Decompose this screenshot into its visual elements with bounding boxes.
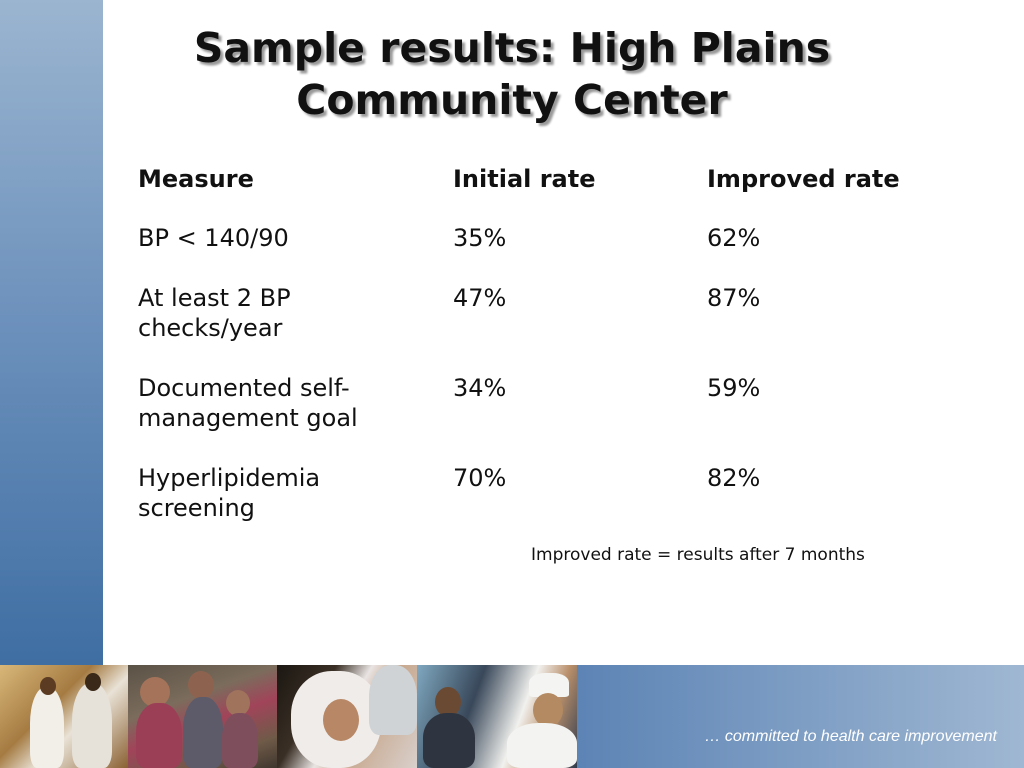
results-table: Measure Initial rate Improved rate BP < … [138, 163, 967, 553]
measure-text-cont: checks/year [138, 314, 283, 342]
measure-cell: BP < 140/90 [138, 223, 453, 283]
footer-photo-doctor-patient [417, 665, 577, 768]
improved-rate-cell: 82% [707, 464, 761, 492]
footer-tagline: … committed to health care improvement [704, 728, 997, 745]
table-row: Hyperlipidemia screening 70% 82% [138, 463, 967, 553]
header-measure: Measure [138, 165, 254, 193]
improved-rate-cell: 62% [707, 224, 761, 252]
footer-photo-corridor [0, 665, 128, 768]
measure-text: Documented self- [138, 374, 350, 402]
footer-photo-girl-reading [277, 665, 417, 768]
footer-photo-family [128, 665, 277, 768]
measure-cell: Hyperlipidemia screening [138, 463, 453, 553]
measure-text: At least 2 BP [138, 284, 291, 312]
side-decorative-bar [0, 0, 103, 665]
table-row: BP < 140/90 35% 62% [138, 223, 967, 283]
initial-rate-cell: 35% [453, 224, 507, 252]
initial-rate-cell: 34% [453, 374, 507, 402]
table-row: At least 2 BP checks/year 47% 87% [138, 283, 967, 373]
measure-cell: Documented self- management goal [138, 373, 453, 463]
slide-title: Sample results: High Plains Community Ce… [103, 22, 921, 126]
measure-text-cont: management goal [138, 404, 358, 432]
initial-rate-cell: 47% [453, 284, 507, 312]
measure-text-cont: screening [138, 494, 255, 522]
slide-title-line-2: Community Center [296, 76, 728, 124]
header-improved-rate: Improved rate [707, 165, 900, 193]
improved-rate-cell: 59% [707, 374, 761, 402]
measure-cell: At least 2 BP checks/year [138, 283, 453, 373]
footnote: Improved rate = results after 7 months [531, 545, 865, 565]
measure-text: BP < 140/90 [138, 224, 289, 252]
footer-band [0, 665, 1024, 768]
initial-rate-cell: 70% [453, 464, 507, 492]
improved-rate-cell: 87% [707, 284, 761, 312]
slide-title-line-1: Sample results: High Plains [193, 24, 831, 72]
header-initial-rate: Initial rate [453, 165, 596, 193]
table-row: Documented self- management goal 34% 59% [138, 373, 967, 463]
measure-text: Hyperlipidemia [138, 464, 321, 492]
table-header-row: Measure Initial rate Improved rate [138, 163, 967, 223]
